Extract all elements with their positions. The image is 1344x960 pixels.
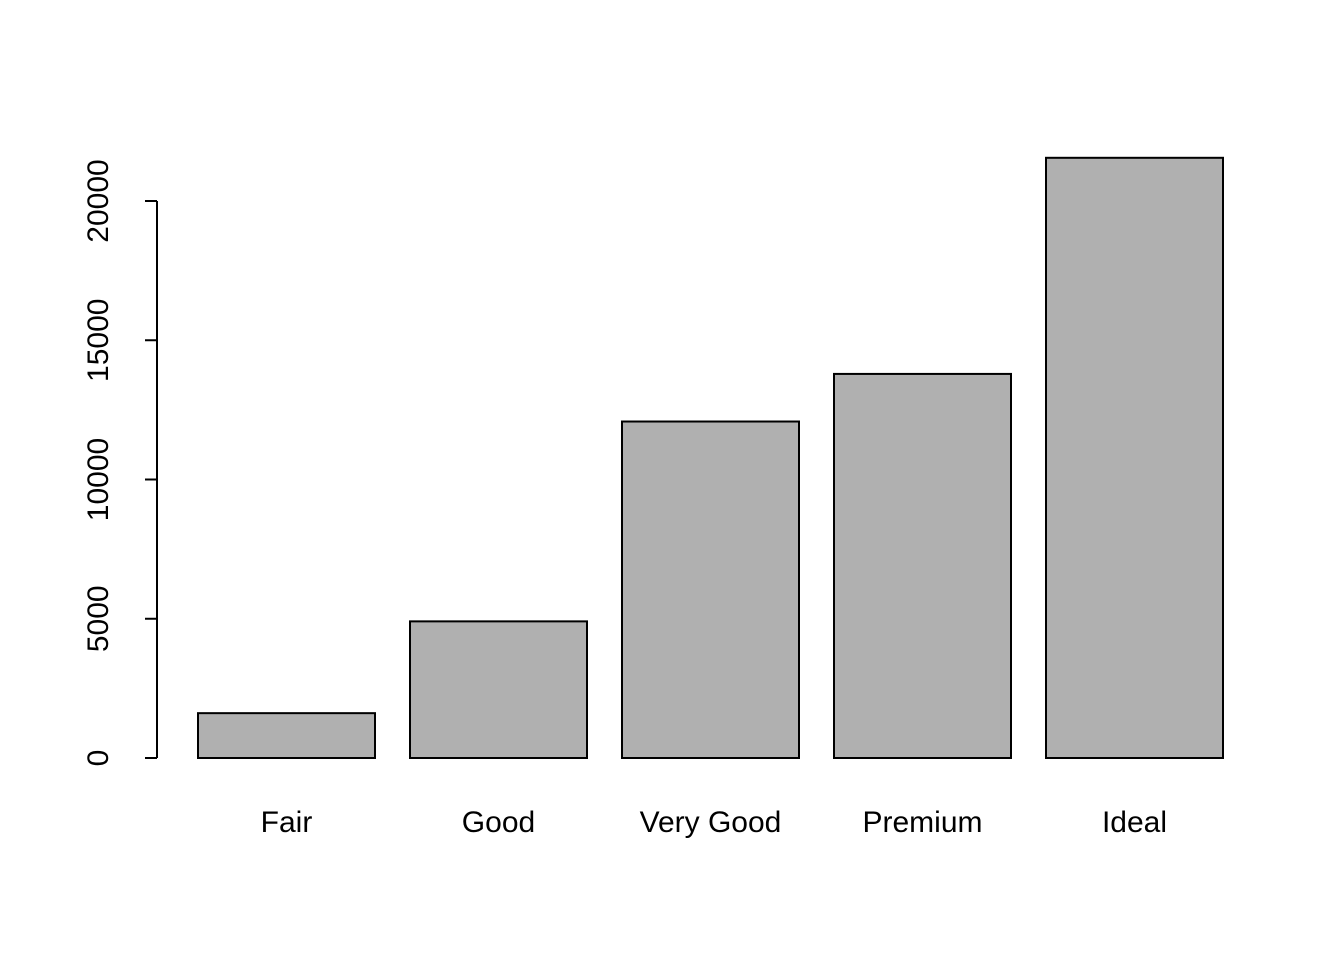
x-tick-label: Premium <box>862 806 982 839</box>
x-tick-label: Good <box>462 806 535 839</box>
bar <box>197 712 376 759</box>
bar <box>833 372 1012 759</box>
x-tick-label: Ideal <box>1102 806 1167 839</box>
x-tick-label: Very Good <box>640 806 782 839</box>
y-tick-label: 0 <box>82 750 115 767</box>
y-tick-label: 15000 <box>82 299 115 382</box>
bar <box>621 420 800 759</box>
y-tick-label: 20000 <box>82 159 115 242</box>
bar <box>1045 156 1224 760</box>
x-tick-label: Fair <box>261 806 313 839</box>
y-tick-label: 10000 <box>82 438 115 521</box>
bar <box>409 620 588 760</box>
y-tick-label: 5000 <box>82 585 115 652</box>
